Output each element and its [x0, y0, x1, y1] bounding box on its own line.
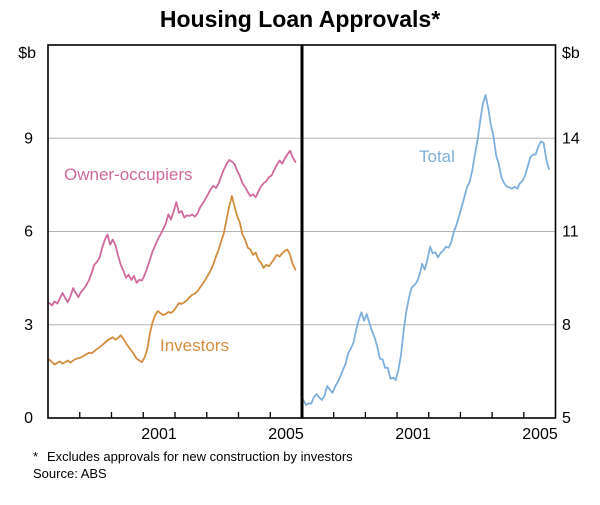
chart-title: Housing Loan Approvals* — [159, 6, 441, 32]
series-label-total: Total — [419, 147, 455, 166]
series-lines — [48, 94, 550, 406]
right-ytick-8: 8 — [562, 317, 571, 334]
footnote-marker: * — [33, 449, 39, 464]
right-xtick-2005: 2005 — [522, 426, 558, 443]
series-line-owner-occupiers — [48, 149, 297, 307]
left-xtick-2005: 2005 — [268, 426, 304, 443]
series-label-owner-occupiers: Owner-occupiers — [64, 165, 193, 184]
footnote: * Excludes approvals for new construction… — [33, 449, 353, 464]
right-ytick-5: 5 — [562, 410, 571, 427]
left-ytick-0: 0 — [24, 410, 33, 427]
footnote-text: Excludes approvals for new construction … — [47, 449, 353, 464]
source-note: Source: ABS — [33, 466, 107, 481]
unit-label-left: $b — [18, 45, 36, 62]
series-line-total — [302, 94, 550, 406]
left-xtick-2001: 2001 — [141, 426, 177, 443]
right-ytick-11: 11 — [562, 224, 579, 241]
series-line-investors — [48, 195, 297, 366]
series-label-investors: Investors — [160, 336, 229, 355]
gridlines — [48, 137, 556, 326]
axis-year-ticks — [79, 412, 525, 418]
left-ytick-3: 3 — [24, 317, 33, 334]
right-ytick-14: 14 — [562, 131, 580, 148]
unit-label-right: $b — [562, 45, 580, 62]
left-ytick-6: 6 — [24, 224, 33, 241]
right-xtick-2001: 2001 — [395, 426, 431, 443]
left-ytick-9: 9 — [24, 131, 33, 148]
